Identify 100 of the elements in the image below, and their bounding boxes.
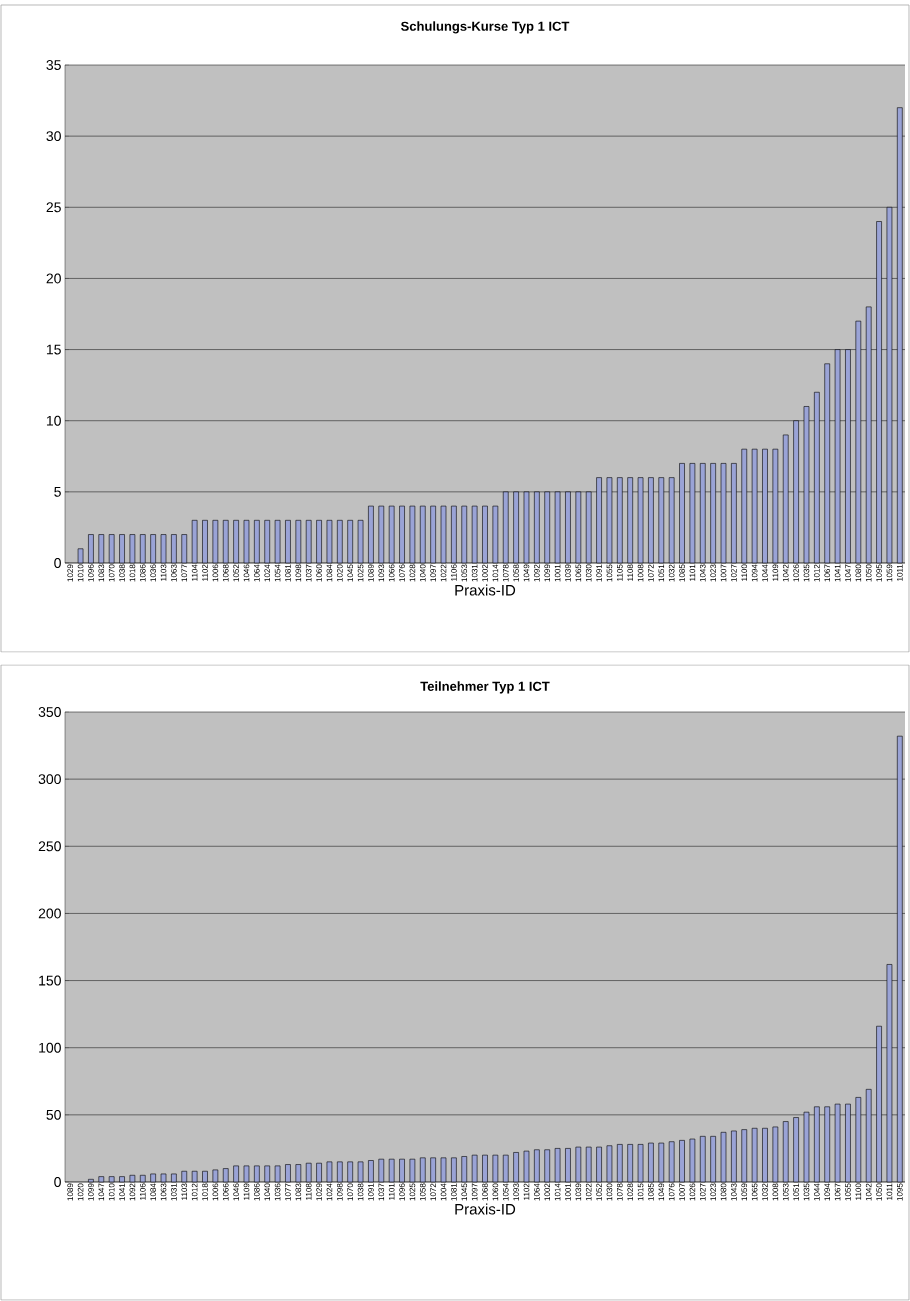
- x-tick-label: 1025: [357, 564, 364, 582]
- x-tick-label: 1051: [793, 1183, 799, 1201]
- x-tick-label: 1091: [596, 564, 602, 582]
- x-tick-label: 1011: [896, 564, 903, 581]
- x-tick-label: 1022: [440, 564, 447, 582]
- x-tick-label: 1089: [67, 1183, 74, 1201]
- x-tick-label: 1049: [658, 1183, 665, 1201]
- x-tick-label: 1047: [845, 564, 851, 582]
- x-tick-label: 1052: [596, 1183, 602, 1201]
- y-tick-label: 10: [46, 415, 61, 426]
- x-tick-label: 1100: [855, 1183, 862, 1200]
- x-tick-label: 1053: [782, 1183, 789, 1201]
- x-tick-label: 1027: [699, 1183, 706, 1201]
- x-tick-label: 1046: [243, 564, 250, 582]
- x-tick-label: 1083: [295, 1183, 302, 1201]
- x-tick-label: 1004: [440, 1183, 447, 1201]
- x-tick-label: 1109: [243, 1183, 250, 1200]
- x-tick-label: 1040: [419, 564, 426, 582]
- x-tick-label: 1039: [575, 1183, 582, 1201]
- x-tick-label: 1098: [295, 564, 302, 582]
- x-tick-label: 1068: [482, 1183, 488, 1201]
- x-tick-label: 1059: [886, 564, 893, 582]
- x-tick-label: 1031: [171, 1183, 177, 1201]
- x-tick-label: 1018: [129, 564, 136, 582]
- x-tick-label: 1012: [814, 564, 820, 582]
- x-tick-label: 1046: [233, 1183, 239, 1201]
- x-tick-label: 1042: [865, 1183, 872, 1201]
- x-tick-label: 1055: [845, 1183, 851, 1201]
- x-tick-label: 1081: [285, 564, 291, 582]
- x-tick-label: 1086: [254, 1183, 260, 1201]
- x-tick-label: 1099: [88, 1183, 94, 1201]
- x-tick-label: 1093: [513, 1183, 519, 1201]
- x-tick-label: 1030: [585, 564, 592, 582]
- x-tick-label: 1050: [876, 1183, 882, 1201]
- x-tick-label: 1028: [627, 1183, 634, 1201]
- x-tick-label: 1001: [554, 564, 561, 582]
- x-tick-label: 1098: [336, 1183, 343, 1201]
- x-tick-label: 1055: [606, 564, 613, 582]
- x-tick-label: 1095: [876, 564, 882, 582]
- chart-title: Schulungs-Kurse Typ 1 ICT: [400, 21, 570, 34]
- x-axis-title: Praxis-ID: [455, 1203, 516, 1215]
- x-tick-label: 1103: [181, 1183, 188, 1200]
- x-tick-label: 1045: [347, 564, 354, 582]
- x-tick-label: 1108: [627, 564, 634, 581]
- x-tick-label: 1052: [233, 564, 239, 582]
- y-tick-label: 150: [39, 975, 61, 986]
- x-tick-label: 1044: [762, 564, 768, 582]
- x-tick-label: 1095: [896, 1183, 903, 1201]
- y-tick-label: 25: [46, 202, 61, 213]
- x-tick-label: 1043: [731, 1183, 737, 1201]
- x-tick-label: 1064: [534, 1183, 540, 1201]
- chart-title: Teilnehmer Typ 1 ICT: [420, 681, 550, 694]
- x-tick-label: 1097: [430, 564, 436, 582]
- x-tick-label: 1077: [285, 1183, 291, 1201]
- y-tick-label: 100: [39, 1042, 61, 1053]
- x-tick-label: 1006: [212, 1183, 219, 1201]
- x-tick-label: 1058: [419, 1183, 426, 1201]
- x-tick-label: 1096: [88, 564, 94, 582]
- x-tick-label: 1007: [679, 1183, 685, 1201]
- x-tick-label: 1024: [264, 564, 271, 582]
- x-tick-label: 1015: [637, 1183, 644, 1201]
- y-tick-label: 250: [38, 841, 61, 852]
- x-tick-label: 1028: [409, 564, 416, 582]
- x-tick-label: 1085: [648, 1183, 654, 1201]
- y-tick-label: 30: [46, 131, 61, 142]
- x-tick-label: 1083: [98, 564, 105, 582]
- x-tick-label: 1081: [451, 1183, 457, 1201]
- x-axis-title: Praxis-ID: [455, 584, 516, 596]
- x-tick-label: 1063: [160, 1183, 167, 1201]
- x-tick-label: 1032: [762, 1183, 768, 1201]
- x-tick-label: 1023: [710, 564, 716, 582]
- x-tick-label: 1108: [305, 1183, 312, 1200]
- x-tick-label: 1008: [772, 1183, 779, 1201]
- x-tick-label: 1105: [616, 564, 623, 581]
- x-tick-label: 1035: [803, 564, 810, 582]
- x-tick-label: 1038: [357, 1183, 364, 1201]
- y-tick-label: 300: [38, 774, 61, 785]
- y-tick-label: 15: [46, 344, 61, 355]
- x-tick-label: 1101: [388, 1183, 395, 1200]
- x-tick-label: 1066: [222, 1183, 229, 1201]
- x-tick-label: 1002: [544, 1183, 551, 1201]
- x-tick-label: 1084: [326, 564, 333, 582]
- y-tick-label: 50: [46, 1109, 61, 1120]
- x-tick-label: 1006: [212, 564, 219, 582]
- x-tick-label: 1068: [222, 564, 229, 582]
- x-tick-label: 1029: [67, 564, 74, 582]
- x-tick-label: 1029: [316, 1183, 322, 1201]
- x-tick-label: 1050: [865, 564, 872, 582]
- x-tick-label: 1070: [347, 1183, 354, 1201]
- x-tick-label: 1051: [658, 564, 665, 582]
- x-tick-label: 1102: [202, 564, 208, 581]
- x-tick-label: 1106: [451, 564, 457, 581]
- x-tick-label: 1037: [305, 564, 312, 582]
- x-tick-label: 1036: [150, 564, 156, 582]
- x-tick-label: 1026: [793, 564, 799, 582]
- x-tick-label: 1020: [77, 1183, 84, 1201]
- x-tick-label: 1091: [368, 1183, 374, 1201]
- x-tick-label: 1039: [565, 564, 571, 582]
- x-tick-label: 1072: [430, 1183, 436, 1201]
- x-tick-label: 1038: [119, 564, 125, 582]
